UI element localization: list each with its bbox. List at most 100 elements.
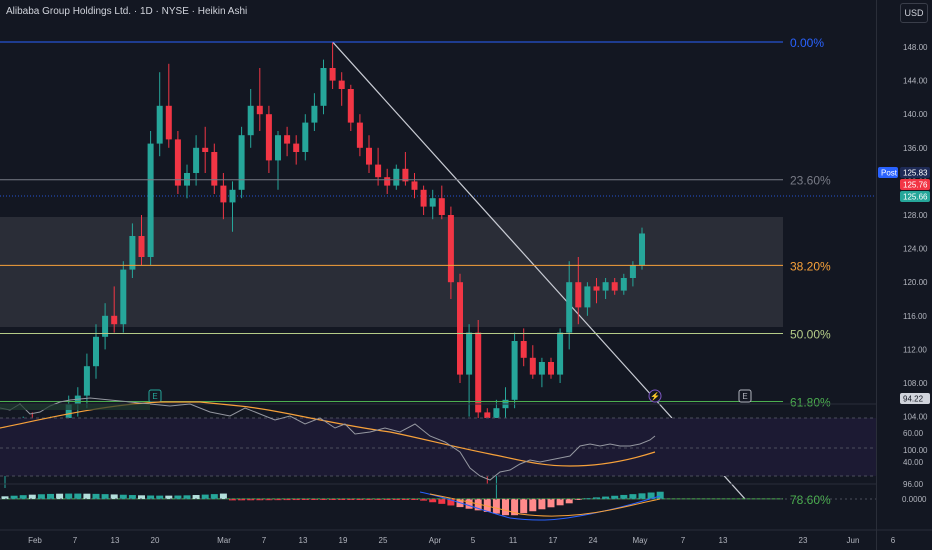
time-tick: 19 [339, 536, 348, 545]
candle [429, 189, 436, 220]
candle [165, 63, 172, 148]
candle [202, 126, 209, 173]
macd-histogram-bar [56, 493, 64, 499]
earnings-marker-upcoming[interactable]: E [738, 389, 752, 403]
candle [575, 257, 582, 325]
macd-histogram-bar [210, 494, 218, 499]
price-tick: 104.00 [903, 413, 928, 422]
candle [475, 320, 482, 421]
candle [602, 278, 609, 299]
price-axis-border [876, 0, 877, 550]
time-tick: Apr [429, 536, 442, 545]
candle [156, 72, 163, 157]
price-tick: 128.00 [903, 211, 928, 220]
candle [302, 114, 309, 161]
fib-level-label: 38.20% [790, 259, 831, 273]
macd-histogram-bar [74, 493, 82, 499]
price-tick: 112.00 [903, 345, 927, 354]
candle [193, 135, 200, 186]
macd-histogram-bar [247, 499, 255, 501]
rsi-overbought-fill [0, 404, 150, 410]
time-tick: 23 [799, 536, 808, 545]
time-tick: 5 [471, 536, 476, 545]
candle [548, 357, 554, 379]
macd-histogram-bar [556, 499, 564, 506]
time-tick: 7 [681, 536, 686, 545]
candle [220, 173, 227, 220]
macd-histogram-bar [65, 493, 73, 499]
candle [275, 131, 281, 190]
macd-histogram-bar [156, 495, 164, 499]
macd-histogram-bar [356, 499, 364, 500]
candle [311, 93, 318, 131]
macd-histogram-bar [320, 499, 327, 500]
fib-level-label: 61.80% [790, 395, 831, 409]
candle [293, 135, 300, 165]
time-tick: 7 [73, 536, 78, 545]
price-tick: 116.00 [903, 312, 927, 321]
time-tick: 11 [509, 536, 518, 545]
macd-histogram-bar [128, 495, 136, 499]
price-tick: 140.00 [903, 110, 928, 119]
macd-histogram-bar [265, 499, 273, 501]
currency-button[interactable]: USD [900, 3, 928, 23]
fib-level-label: 50.00% [790, 327, 831, 341]
macd-histogram-bar [329, 499, 337, 500]
macd-histogram-bar [256, 499, 264, 501]
svg-text:⚡: ⚡ [650, 391, 660, 401]
macd-histogram-bar [192, 495, 200, 499]
svg-text:125.76: 125.76 [903, 181, 928, 190]
earnings-marker[interactable]: E [148, 389, 162, 403]
candle [402, 152, 409, 186]
low-price-badge: 94.22 [900, 393, 930, 404]
svg-text:E: E [152, 392, 157, 401]
macd-histogram-bar [547, 499, 555, 508]
time-tick: 13 [111, 536, 120, 545]
candle [620, 273, 627, 295]
macd-histogram-bar [174, 495, 182, 499]
rsi-tick: 40.00 [903, 458, 924, 467]
macd-histogram-bar [101, 494, 109, 499]
candle [639, 227, 645, 270]
macd-histogram-bar [656, 491, 664, 499]
macd-histogram-bar [365, 499, 373, 500]
macd-histogram-bar [647, 492, 655, 499]
candle [338, 72, 345, 106]
dividend-marker[interactable]: ⚡ [648, 389, 662, 403]
macd-histogram-bar [574, 499, 582, 500]
macd-histogram-bar [429, 499, 437, 503]
candle [229, 181, 236, 232]
macd-histogram-bar [538, 499, 546, 510]
candle [566, 261, 573, 350]
time-tick: 20 [151, 536, 160, 545]
macd-histogram-bar [511, 499, 519, 516]
time-tick: 6 [891, 536, 896, 545]
candle [611, 278, 618, 295]
time-tick: Jun [847, 536, 860, 545]
candle [420, 185, 427, 215]
candle [138, 215, 145, 266]
chart-title: Alibaba Group Holdings Ltd. · 1D · NYSE … [6, 6, 248, 17]
svg-text:E: E [742, 392, 747, 401]
macd-histogram-bar [1, 496, 9, 499]
macd-histogram-bar [620, 494, 628, 499]
candle [238, 126, 245, 199]
macd-histogram-bar [492, 499, 500, 514]
macd-line [419, 491, 661, 521]
macd-histogram-bar [28, 494, 36, 499]
macd-histogram-bar [483, 499, 491, 512]
candle [111, 286, 118, 333]
candle [447, 206, 454, 299]
candle [93, 324, 99, 379]
macd-histogram-bar [420, 499, 428, 501]
macd-histogram-bar [629, 494, 637, 499]
candle [184, 164, 190, 199]
macd-histogram-bar [274, 499, 282, 501]
price-tick: 108.00 [903, 379, 928, 388]
svg-text:125.66: 125.66 [903, 193, 928, 202]
candle [411, 173, 418, 199]
macd-histogram-bar [593, 497, 600, 499]
price-tick: 148.00 [903, 43, 928, 52]
